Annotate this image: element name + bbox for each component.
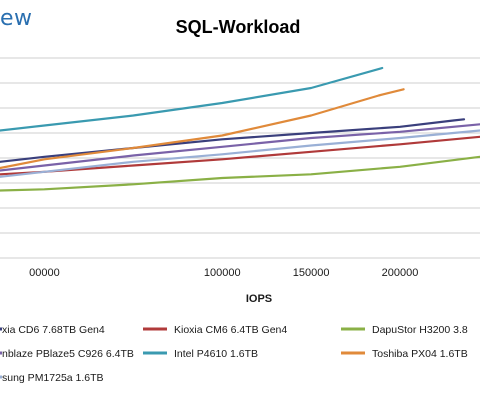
series-line-1 <box>0 118 466 163</box>
gridlines <box>0 57 480 259</box>
legend-label: xia CD6 7.68TB Gen4 <box>2 324 105 336</box>
x-axis-label: IOPS <box>246 293 272 305</box>
x-tick-label: 150000 <box>293 267 330 279</box>
series-line-6 <box>0 88 405 170</box>
legend-label: Toshiba PX04 1.6TB <box>372 348 468 360</box>
legend-label: Kioxia CM6 6.4TB Gen4 <box>174 324 287 336</box>
series-line-3 <box>0 155 480 192</box>
brand-logo-fragment: ew <box>0 6 33 31</box>
legend-label: nblaze PBlaze5 C926 6.4TB <box>2 348 134 360</box>
series-group <box>0 66 480 192</box>
legend-label: DapuStor H3200 3.8 <box>372 324 468 336</box>
x-tick-label: 100000 <box>204 267 241 279</box>
x-tick-labels: 00000 100000 150000 200000 <box>29 267 418 279</box>
legend: xia CD6 7.68TB Gen4 Kioxia CM6 6.4TB Gen4… <box>0 324 468 384</box>
chart-title: SQL-Workload <box>176 17 301 37</box>
series-line-7 <box>0 129 480 178</box>
legend-label: Intel P4610 1.6TB <box>174 348 258 360</box>
series-line-5 <box>0 66 384 132</box>
x-tick-label: 00000 <box>29 267 60 279</box>
x-tick-label: 200000 <box>382 267 419 279</box>
legend-label: sung PM1725a 1.6TB <box>2 372 104 384</box>
series-line-4 <box>0 123 480 172</box>
